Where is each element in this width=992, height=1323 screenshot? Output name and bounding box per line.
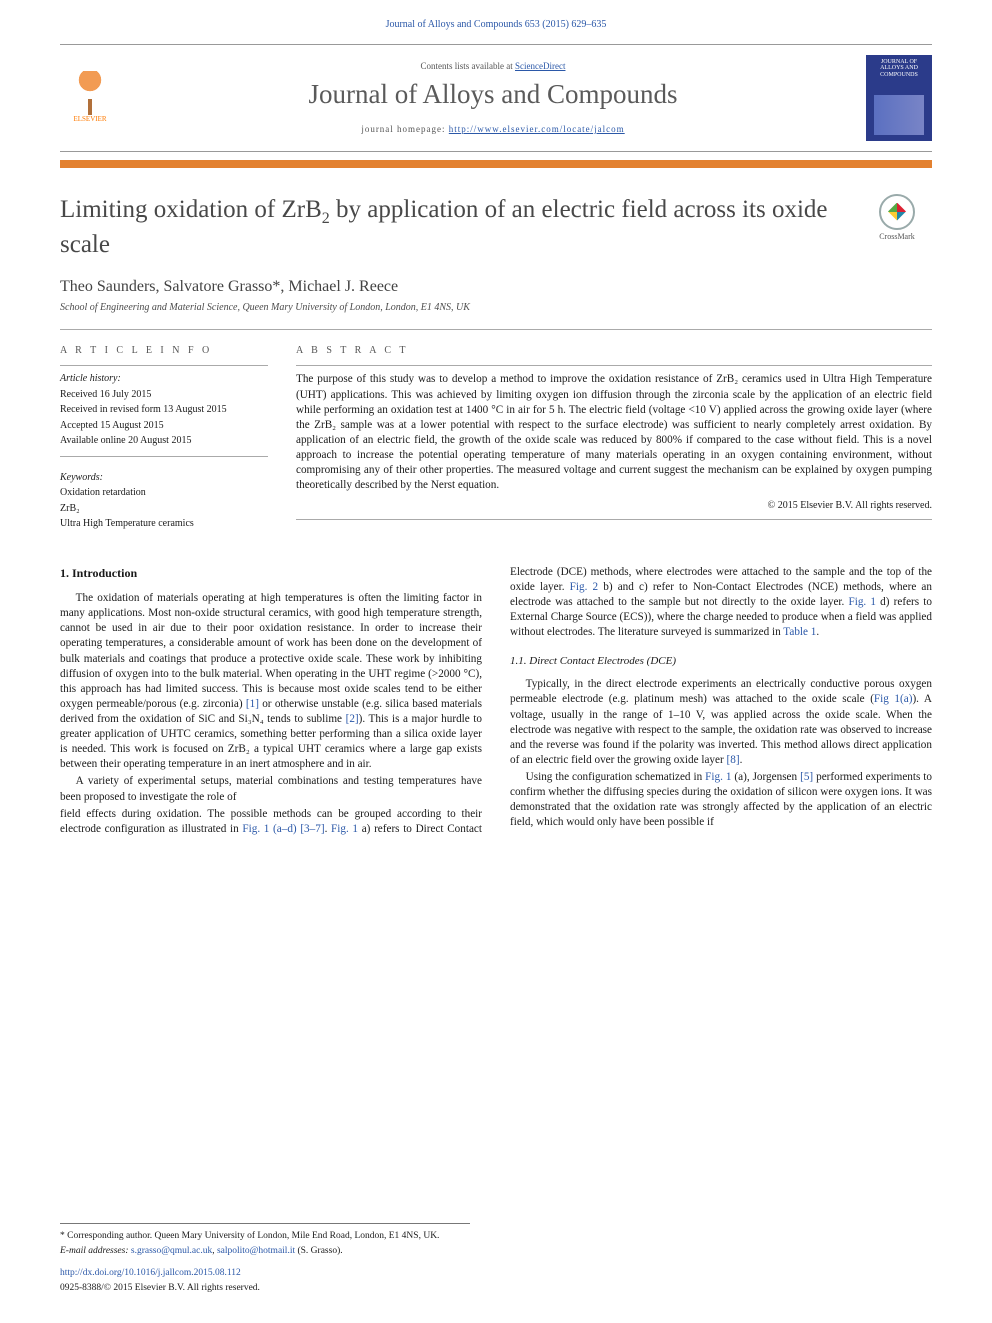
publisher-logo: ELSEVIER: [60, 63, 120, 133]
issn-copyright: 0925-8388/© 2015 Elsevier B.V. All right…: [60, 1282, 470, 1295]
article-info: A R T I C L E I N F O Article history: R…: [60, 344, 268, 533]
journal-name: Journal of Alloys and Compounds: [120, 76, 866, 112]
section-heading: 1. Introduction: [60, 565, 482, 581]
paragraph: Using the configuration schematized in F…: [510, 770, 932, 830]
contents-available: Contents lists available at ScienceDirec…: [120, 60, 866, 72]
journal-cover-thumbnail: JOURNAL OF ALLOYS AND COMPOUNDS: [866, 55, 932, 141]
keyword: Ultra High Temperature ceramics: [60, 517, 268, 531]
revised-date: Received in revised form 13 August 2015: [60, 403, 268, 417]
email-link[interactable]: s.grasso@qmul.ac.uk: [131, 1246, 212, 1256]
article-info-heading: A R T I C L E I N F O: [60, 344, 268, 358]
authors: Theo Saunders, Salvatore Grasso*, Michae…: [60, 276, 932, 298]
citation: Journal of Alloys and Compounds 653 (201…: [386, 19, 607, 30]
ref-link[interactable]: [5]: [800, 771, 813, 783]
fig-link[interactable]: Fig. 1: [848, 596, 876, 608]
abstract-heading: A B S T R A C T: [296, 344, 932, 358]
abstract-text: The purpose of this study was to develop…: [296, 372, 932, 493]
accepted-date: Accepted 15 August 2015: [60, 419, 268, 433]
abstract-copyright: © 2015 Elsevier B.V. All rights reserved…: [296, 499, 932, 513]
sciencedirect-link[interactable]: ScienceDirect: [515, 61, 565, 71]
affiliation: School of Engineering and Material Scien…: [60, 301, 932, 315]
keyword: ZrB₂: [60, 502, 268, 516]
ref-link[interactable]: [1]: [246, 698, 259, 710]
keyword: Oxidation retardation: [60, 486, 268, 500]
fig-link[interactable]: Fig. 1: [331, 823, 358, 835]
table-link[interactable]: Table 1: [783, 626, 816, 638]
paragraph: The oxidation of materials operating at …: [60, 591, 482, 772]
crossmark-icon: [888, 203, 906, 221]
paragraph: Typically, in the direct electrode exper…: [510, 677, 932, 768]
elsevier-tree-icon: [72, 71, 108, 115]
history-heading: Article history:: [60, 372, 268, 386]
homepage-link[interactable]: http://www.elsevier.com/locate/jalcom: [449, 124, 625, 134]
email-line: E-mail addresses: s.grasso@qmul.ac.uk, s…: [60, 1245, 470, 1258]
fig-link[interactable]: Fig. 1 (a–d) [3–7]: [242, 823, 324, 835]
crossmark-badge[interactable]: CrossMark: [862, 194, 932, 262]
article-title: Limiting oxidation of ZrB2 by applicatio…: [60, 194, 862, 262]
ref-link[interactable]: [8]: [727, 754, 740, 766]
email-link[interactable]: salpolito@hotmail.it: [217, 1246, 295, 1256]
fig-link[interactable]: Fig. 2: [570, 581, 598, 593]
subsection-heading: 1.1. Direct Contact Electrodes (DCE): [510, 654, 932, 669]
footnote-block: * Corresponding author. Queen Mary Unive…: [60, 1223, 470, 1297]
corresponding-author: * Corresponding author. Queen Mary Unive…: [60, 1230, 470, 1243]
contents-center: Contents lists available at ScienceDirec…: [120, 60, 866, 135]
doi-link[interactable]: http://dx.doi.org/10.1016/j.jallcom.2015…: [60, 1268, 241, 1278]
info-abstract-row: A R T I C L E I N F O Article history: R…: [60, 344, 932, 533]
title-block: Limiting oxidation of ZrB2 by applicatio…: [60, 194, 932, 262]
crossmark-label: CrossMark: [879, 232, 915, 243]
divider: [60, 329, 932, 330]
body-text: 1. Introduction The oxidation of materia…: [60, 565, 932, 837]
received-date: Received 16 July 2015: [60, 388, 268, 402]
fig-link[interactable]: Fig. 1: [705, 771, 731, 783]
running-head: Journal of Alloys and Compounds 653 (201…: [0, 0, 992, 36]
online-date: Available online 20 August 2015: [60, 434, 268, 448]
publisher-name: ELSEVIER: [73, 115, 106, 124]
keywords-heading: Keywords:: [60, 471, 268, 485]
paragraph: A variety of experimental setups, materi…: [60, 774, 482, 804]
ref-link[interactable]: [2]: [346, 713, 359, 725]
journal-contents-bar: ELSEVIER Contents lists available at Sci…: [60, 44, 932, 152]
abstract: A B S T R A C T The purpose of this stud…: [296, 344, 932, 533]
accent-rule: [60, 160, 932, 168]
journal-homepage: journal homepage: http://www.elsevier.co…: [120, 123, 866, 135]
fig-link[interactable]: Fig 1(a): [874, 693, 913, 705]
